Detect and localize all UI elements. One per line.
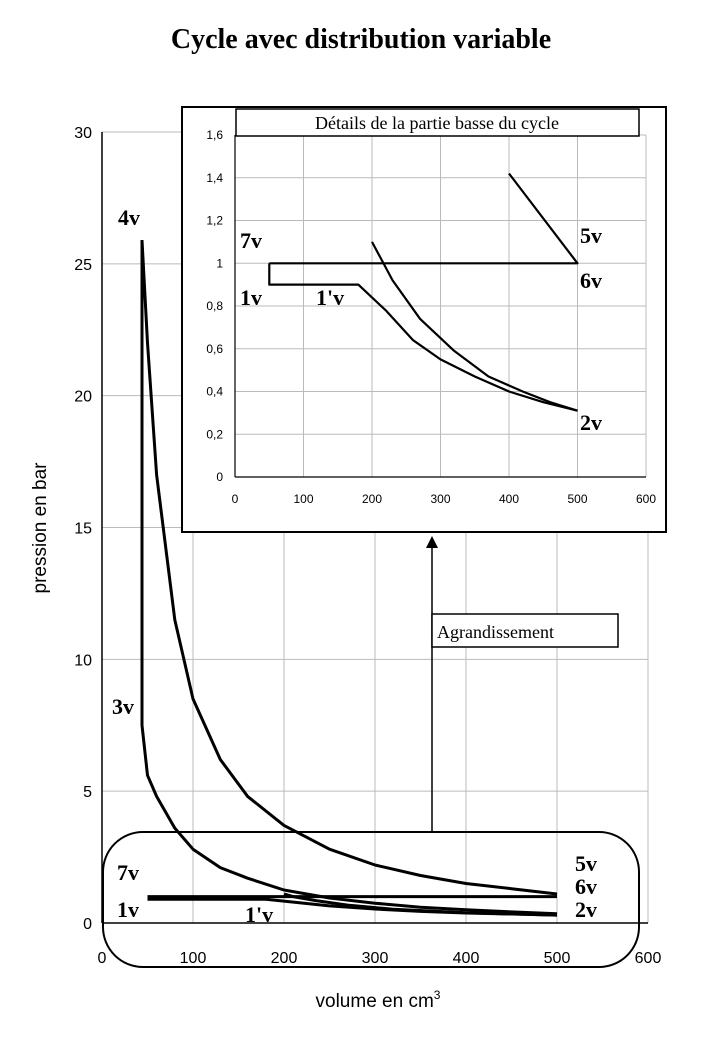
y-tick-label: 0,6	[206, 342, 223, 356]
y-tick-label: 5	[83, 784, 92, 801]
y-tick-label: 1,4	[206, 171, 223, 185]
lower-cycle-highlight	[102, 831, 640, 968]
y-tick-label: 10	[74, 652, 92, 669]
y-tick-label: 0,2	[206, 427, 223, 441]
x-tick-label: 0	[98, 950, 107, 967]
inset-series	[268, 172, 579, 412]
main-axes	[101, 132, 648, 924]
inset-title: Détails de la partie basse du cycle	[315, 113, 559, 133]
point-1prime-v: 1'v	[245, 902, 273, 927]
x-tick-label: 600	[636, 492, 656, 506]
point-2v: 2v	[575, 897, 597, 922]
chart-title: Cycle avec distribution variable	[170, 24, 552, 55]
series-line-3	[283, 892, 558, 917]
point-6v: 6v	[575, 874, 597, 899]
inset-y-tick-labels: 0 0,2 0,4 0,6 0,8 1 1,2 1,4 1,6	[206, 128, 223, 484]
point-4v: 4v	[118, 205, 140, 230]
zoom-callout-text: Agrandissement	[437, 622, 554, 642]
point-3v: 3v	[112, 694, 134, 719]
y-tick-label: 25	[74, 257, 92, 274]
x-tick-label: 100	[293, 492, 313, 506]
point-5v: 5v	[575, 851, 597, 876]
x-tick-label: 400	[499, 492, 519, 506]
inset-axes	[234, 135, 646, 478]
inset-point-7v: 7v	[240, 228, 262, 253]
inset-point-6v: 6v	[580, 268, 602, 293]
series-line-5	[140, 240, 558, 896]
main-x-axis-label: volume en cm3	[316, 988, 441, 1012]
y-tick-label: 0,8	[206, 299, 223, 313]
inset-x-tick-labels: 0 100 200 300 400 500 600	[232, 492, 657, 506]
main-x-tick-labels: 0 100 200 300 400 500 600	[98, 950, 662, 967]
x-tick-label: 300	[430, 492, 450, 506]
x-tick-label: 0	[232, 492, 239, 506]
x-tick-label: 200	[362, 492, 382, 506]
series-line-1	[269, 172, 579, 265]
y-tick-label: 20	[74, 389, 92, 406]
y-tick-label: 1	[216, 256, 223, 270]
series-line-3	[371, 241, 578, 412]
series-line-4	[140, 240, 558, 916]
main-series	[140, 240, 558, 917]
point-7v: 7v	[117, 860, 139, 885]
y-tick-label: 0,4	[206, 385, 223, 399]
main-y-tick-labels: 0 5 10 15 20 25 30	[74, 125, 92, 933]
y-tick-label: 1,2	[206, 214, 223, 228]
zoom-arrow-head	[426, 536, 438, 548]
y-tick-label: 30	[74, 125, 92, 142]
y-tick-label: 1,6	[206, 128, 223, 142]
inset-point-5v: 5v	[580, 223, 602, 248]
y-tick-label: 15	[74, 521, 92, 538]
y-tick-label: 0	[83, 916, 92, 933]
inset-title-box	[235, 108, 640, 137]
x-tick-label: 500	[567, 492, 587, 506]
main-y-axis-label: pression en bar	[30, 462, 51, 594]
inset-frame	[181, 106, 667, 533]
x-tick-label: 500	[544, 950, 571, 967]
point-1v: 1v	[117, 897, 139, 922]
inset-point-2v: 2v	[580, 410, 602, 435]
inset-point-1prime-v: 1'v	[316, 285, 344, 310]
x-tick-label: 100	[180, 950, 207, 967]
inset-point-1v: 1v	[240, 285, 262, 310]
x-tick-label: 300	[362, 950, 389, 967]
x-tick-label: 600	[635, 950, 662, 967]
zoom-callout-box	[431, 613, 619, 648]
x-tick-label: 400	[453, 950, 480, 967]
x-tick-label: 200	[271, 950, 298, 967]
series-line-2	[268, 263, 578, 412]
y-tick-label: 0	[216, 470, 223, 484]
